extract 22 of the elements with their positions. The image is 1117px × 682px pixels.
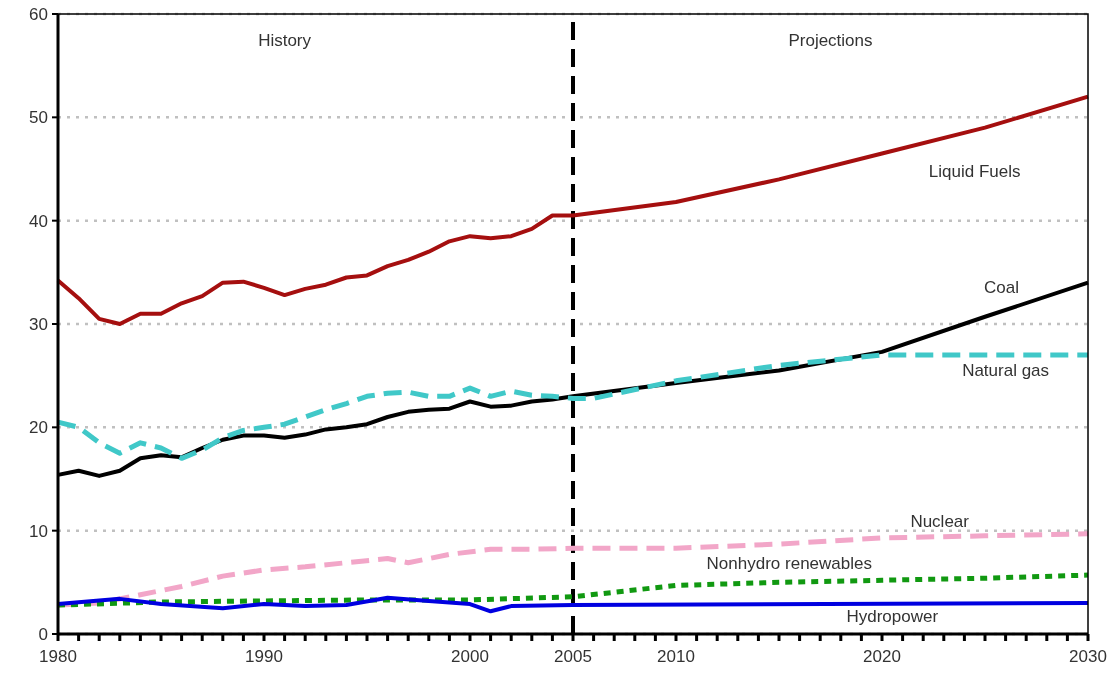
y-tick-label: 20 [29, 418, 48, 438]
y-tick-label: 40 [29, 211, 48, 231]
x-tick-label: 1980 [39, 647, 77, 666]
y-tick-label: 10 [29, 521, 48, 541]
x-tick-label: 1990 [245, 647, 283, 666]
annotation: Projections [788, 31, 873, 50]
y-tick-label: 60 [29, 4, 48, 24]
y-tick-label: 50 [29, 108, 48, 128]
x-tick-label: 2005 [554, 647, 592, 666]
series-label: Nonhydro renewables [706, 553, 872, 573]
x-tick-label: 2010 [657, 647, 695, 666]
y-tick-label: 30 [29, 314, 48, 334]
x-tick-label: 2030 [1069, 647, 1107, 666]
series-label: Liquid Fuels [928, 162, 1021, 182]
series-label: Hydropower [846, 606, 939, 626]
annotation: History [258, 31, 312, 50]
series-label: Nuclear [910, 511, 970, 531]
series-label: Coal [984, 278, 1019, 297]
y-tick-label: 0 [38, 624, 48, 644]
x-tick-label: 2000 [451, 647, 489, 666]
series-label: Natural gas [962, 360, 1050, 380]
x-tick-label: 2020 [863, 647, 901, 666]
